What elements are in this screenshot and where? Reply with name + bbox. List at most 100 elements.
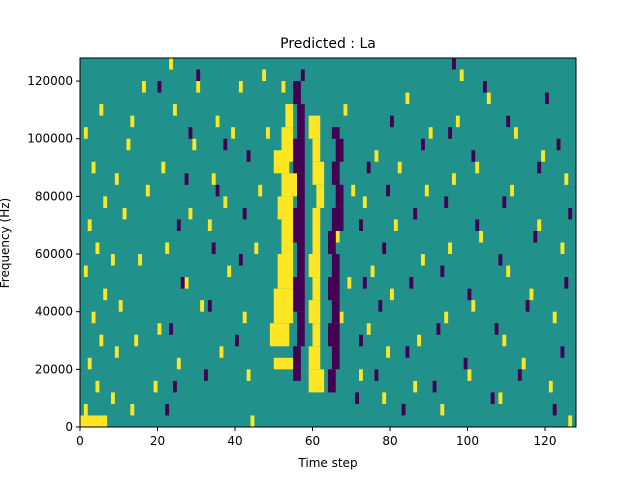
- heatmap-cell-high: [471, 300, 476, 312]
- heatmap-cell-high: [498, 392, 503, 404]
- heatmap-cell-high: [192, 138, 197, 151]
- heatmap-cell-high: [215, 115, 220, 128]
- heatmap-cell-low: [413, 207, 418, 220]
- heatmap-cell-low: [331, 127, 340, 139]
- heatmap-cell-high: [455, 115, 460, 128]
- axes-frame: [79, 57, 577, 428]
- heatmap-cell-high: [444, 311, 449, 324]
- heatmap-cell-high: [277, 254, 294, 289]
- heatmap-cell-high: [537, 219, 542, 231]
- heatmap-cell-high: [541, 150, 546, 162]
- heatmap-cell-low: [366, 161, 371, 174]
- heatmap-cell-high: [262, 69, 267, 82]
- heatmap-cell-low: [293, 138, 305, 174]
- heatmap-cell-high: [548, 380, 553, 393]
- heatmap-cell-low: [483, 81, 487, 93]
- heatmap-cell-high: [428, 127, 433, 139]
- heatmap-cell-low: [362, 277, 367, 289]
- heatmap-cell-high: [521, 357, 526, 370]
- heatmap-cell-low: [328, 323, 340, 347]
- heatmap-cell-high: [370, 265, 375, 278]
- heatmap-cell-high: [122, 207, 127, 220]
- heatmap-cell-high: [343, 104, 348, 116]
- heatmap-cell-high: [312, 207, 321, 231]
- heatmap-cell-high: [184, 277, 189, 289]
- heatmap-cell-high: [87, 219, 92, 231]
- heatmap-cell-low: [328, 369, 336, 393]
- heatmap-cell-high: [254, 242, 259, 255]
- heatmap-cell-high: [316, 184, 325, 208]
- heatmap-cell-high: [176, 357, 181, 370]
- heatmap-cell-high: [266, 127, 270, 139]
- heatmap-cell-high: [366, 323, 371, 335]
- heatmap-cell-low: [537, 161, 542, 174]
- heatmap-cell-low: [176, 219, 181, 231]
- heatmap-cell-high: [448, 242, 453, 255]
- heatmap-cell-high: [145, 184, 150, 197]
- heatmap-cell-high: [126, 138, 131, 151]
- heatmap-cell-low: [328, 277, 340, 301]
- heatmap-cell-high: [242, 311, 247, 324]
- heatmap-cell-low: [421, 138, 425, 151]
- heatmap-cell-low: [382, 242, 387, 255]
- heatmap-cell-high: [285, 104, 294, 128]
- heatmap-cell-low: [180, 277, 185, 289]
- heatmap-cell-low: [293, 207, 305, 243]
- heatmap-cell-high: [91, 161, 96, 174]
- heatmap-cell-low: [297, 104, 305, 139]
- heatmap-cell-high: [421, 254, 425, 266]
- y-tick-label: 120000: [27, 74, 73, 88]
- x-tick-label: 0: [76, 434, 84, 448]
- x-tick-label: 20: [150, 434, 165, 448]
- heatmap-cell-low: [173, 380, 177, 393]
- heatmap-cell-high: [103, 288, 108, 301]
- heatmap-cell-high: [273, 357, 294, 370]
- x-tick-label: 80: [382, 434, 397, 448]
- heatmap-cell-high: [502, 334, 507, 347]
- heatmap-cell-low: [335, 184, 344, 208]
- heatmap-cell-high: [424, 184, 429, 197]
- heatmap-cell-low: [409, 277, 414, 289]
- heatmap-cell-low: [564, 277, 569, 289]
- heatmap-cell-low: [440, 265, 445, 278]
- heatmap-cell-high: [397, 161, 402, 174]
- heatmap-cell-high: [134, 334, 139, 347]
- heatmap-cell-high: [227, 265, 232, 278]
- heatmap-cell-high: [87, 357, 92, 370]
- heatmap-cell-high: [165, 242, 170, 255]
- heatmap-cell-high: [560, 242, 565, 255]
- heatmap-cell-high: [312, 323, 321, 347]
- heatmap-cell-low: [196, 69, 201, 82]
- heatmap-cell-low: [331, 346, 340, 370]
- heatmap-cell-low: [444, 196, 449, 208]
- heatmap-cell-high: [308, 254, 321, 278]
- heatmap-cell-high: [308, 369, 325, 393]
- heatmap-cell-high: [111, 392, 115, 404]
- y-tick-label: 0: [65, 420, 73, 434]
- heatmap-cell-high: [308, 300, 321, 324]
- heatmap-cell-high: [103, 196, 108, 208]
- heatmap-cell-high: [312, 230, 321, 255]
- heatmap-cell-high: [83, 265, 88, 278]
- heatmap-cell-high: [440, 403, 445, 416]
- heatmap-cell-high: [413, 380, 418, 393]
- y-axis: 0 20000 40000 60000 80000 100000 120000: [27, 74, 80, 434]
- heatmap-cell-high: [459, 69, 464, 82]
- heatmap-cell-high: [308, 115, 321, 139]
- heatmap-cell-high: [486, 92, 491, 105]
- heatmap-cell-high: [111, 254, 115, 266]
- heatmap-cell-low: [165, 403, 170, 416]
- heatmap-cell-high: [161, 161, 166, 174]
- heatmap-cell-high: [114, 173, 119, 185]
- heatmap-cell-low: [207, 300, 212, 312]
- heatmap-cell-high: [510, 184, 515, 197]
- heatmap-cell-high: [564, 173, 569, 185]
- heatmap-cell-high: [359, 369, 363, 381]
- heatmap-cell-high: [258, 184, 263, 197]
- heatmap-cell-high: [246, 369, 251, 381]
- heatmap-cell-low: [246, 150, 251, 162]
- heatmap-cell-low: [293, 277, 305, 312]
- heatmap-cell-low: [545, 92, 549, 105]
- heatmap-cell-high: [281, 127, 294, 162]
